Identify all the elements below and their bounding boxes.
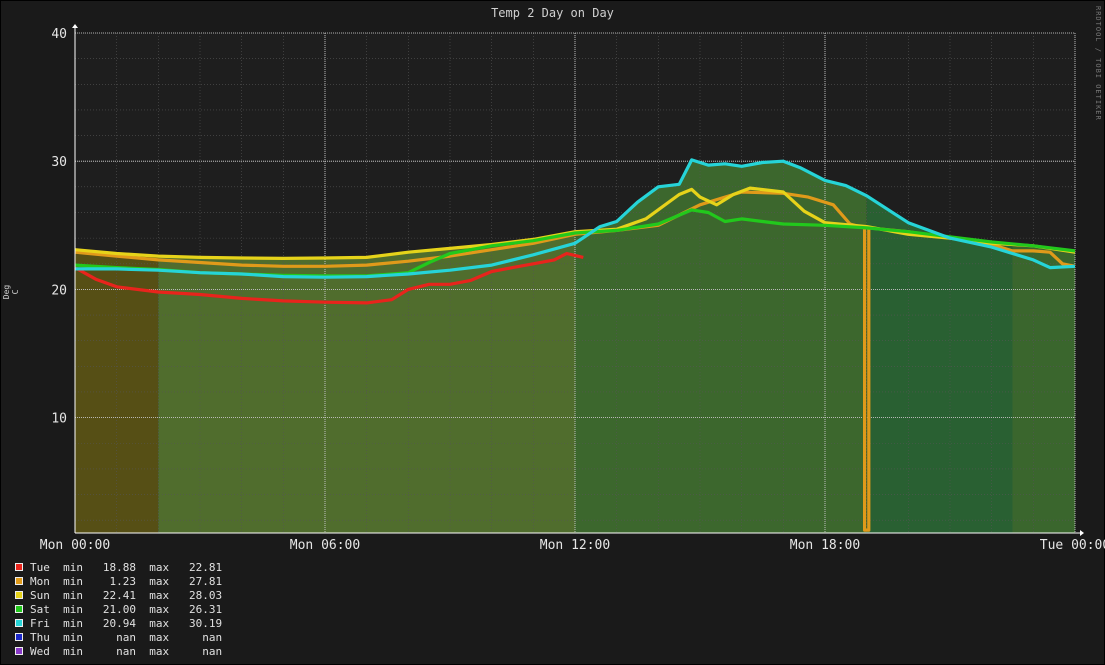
y-tick-label: 20 xyxy=(51,283,67,298)
legend-max-value: 22.81 xyxy=(182,560,236,574)
legend-name: Wed xyxy=(30,644,64,658)
legend-max-label: max xyxy=(149,616,183,630)
legend-min-label: min xyxy=(63,574,97,588)
area-band-3 xyxy=(866,195,1013,534)
legend-max-value: 30.19 xyxy=(182,616,236,630)
x-tick-label: Tue 00:00 xyxy=(1040,538,1105,553)
series-line-fri xyxy=(75,158,1076,279)
legend-min-value: 1.23 xyxy=(96,574,150,588)
area-band-0 xyxy=(75,249,159,533)
legend-swatch xyxy=(15,633,23,641)
legend-item-sun: Sun min 22.41 max 28.03 xyxy=(15,588,235,602)
y-axis-arrow xyxy=(72,24,78,28)
legend-max-value: 27.81 xyxy=(182,574,236,588)
legend: Tue min 18.88 max 22.81 Mon min 1.23 max… xyxy=(15,560,235,658)
legend-swatch xyxy=(15,577,23,585)
legend-max-label: max xyxy=(149,602,183,616)
area-band-4 xyxy=(1012,243,1075,533)
x-tick-label: Mon 18:00 xyxy=(790,538,860,553)
legend-max-label: max xyxy=(149,588,183,602)
legend-max-value: nan xyxy=(182,630,236,644)
legend-max-value: 26.31 xyxy=(182,602,236,616)
legend-swatch xyxy=(15,605,23,613)
y-tick-label: 30 xyxy=(51,155,67,170)
series-line-tue xyxy=(74,251,584,305)
rrdtool-watermark: RRDTOOL / TOBI OETIKER xyxy=(1094,6,1102,121)
legend-swatch xyxy=(15,647,23,655)
legend-min-value: nan xyxy=(96,644,150,658)
area-band-2 xyxy=(575,159,867,533)
legend-max-label: max xyxy=(149,560,183,574)
legend-max-value: nan xyxy=(182,644,236,658)
legend-name: Thu xyxy=(30,630,64,644)
legend-item-sat: Sat min 21.00 max 26.31 xyxy=(15,602,235,616)
legend-min-label: min xyxy=(63,588,97,602)
legend-name: Fri xyxy=(30,616,64,630)
legend-item-thu: Thu min nan max nan xyxy=(15,630,235,644)
legend-name: Sat xyxy=(30,602,64,616)
x-tick-label: Mon 06:00 xyxy=(290,538,360,553)
legend-max-label: max xyxy=(149,574,183,588)
x-tick-label: Mon 00:00 xyxy=(40,538,110,553)
area-band-1 xyxy=(158,231,576,533)
legend-max-value: 28.03 xyxy=(182,588,236,602)
y-tick-label: 40 xyxy=(51,27,67,42)
legend-item-fri: Fri min 20.94 max 30.19 xyxy=(15,616,235,630)
legend-item-mon: Mon min 1.23 max 27.81 xyxy=(15,574,235,588)
legend-swatch xyxy=(15,591,23,599)
legend-min-value: nan xyxy=(96,630,150,644)
legend-min-label: min xyxy=(63,560,97,574)
legend-min-label: min xyxy=(63,616,97,630)
legend-name: Tue xyxy=(30,560,64,574)
legend-max-label: max xyxy=(149,630,183,644)
legend-min-value: 21.00 xyxy=(96,602,150,616)
chart-title: Temp 2 Day on Day xyxy=(491,6,614,20)
legend-min-value: 22.41 xyxy=(96,588,150,602)
legend-max-label: max xyxy=(149,644,183,658)
legend-name: Sun xyxy=(30,588,64,602)
legend-swatch xyxy=(15,563,23,571)
x-tick-label: Mon 12:00 xyxy=(540,538,610,553)
legend-name: Mon xyxy=(30,574,64,588)
legend-min-label: min xyxy=(63,602,97,616)
legend-swatch xyxy=(15,619,23,627)
legend-min-value: 18.88 xyxy=(96,560,150,574)
legend-min-value: 20.94 xyxy=(96,616,150,630)
y-tick-label: 10 xyxy=(51,412,67,427)
legend-item-wed: Wed min nan max nan xyxy=(15,644,235,658)
legend-min-label: min xyxy=(63,630,97,644)
legend-min-label: min xyxy=(63,644,97,658)
legend-item-tue: Tue min 18.88 max 22.81 xyxy=(15,560,235,574)
x-axis-arrow xyxy=(1080,530,1084,536)
